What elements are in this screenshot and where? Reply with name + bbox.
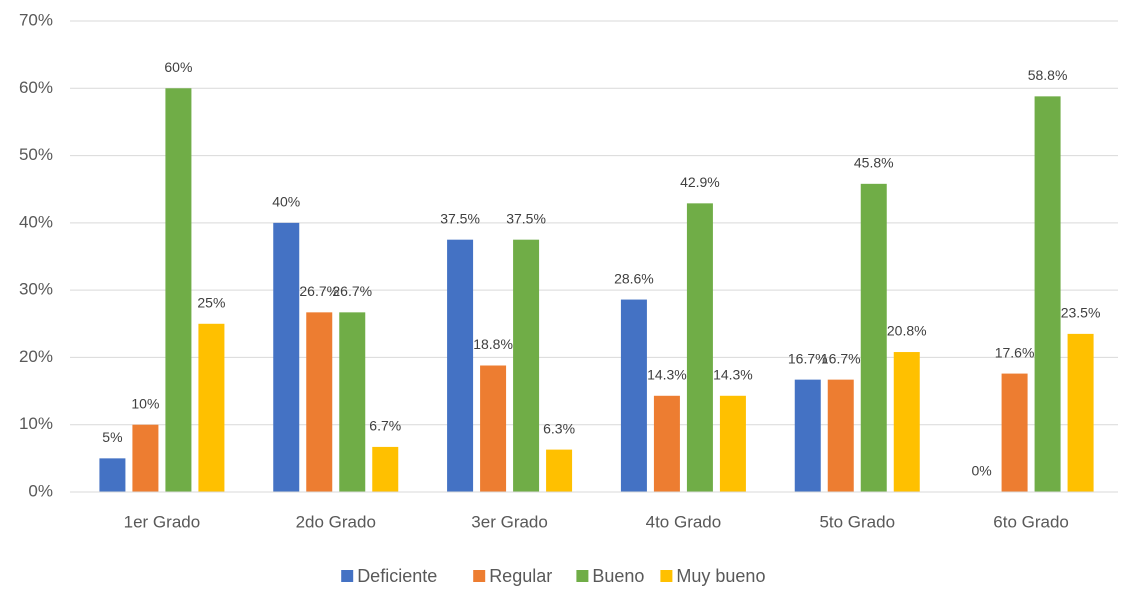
y-tick-label: 10% (19, 414, 53, 433)
bar (860, 183, 887, 492)
value-label: 17.6% (995, 344, 1035, 360)
value-label: 16.7% (788, 350, 828, 366)
value-label: 6.3% (543, 420, 575, 436)
bar (513, 239, 540, 492)
legend-label: Bueno (592, 566, 644, 586)
value-label: 40% (272, 194, 300, 210)
x-tick-label: 2do Grado (296, 512, 376, 531)
x-tick-label: 1er Grado (124, 512, 201, 531)
legend-swatch (473, 570, 486, 582)
value-label: 16.7% (821, 350, 861, 366)
y-tick-label: 40% (19, 212, 53, 231)
bar (447, 239, 474, 492)
bar (132, 424, 159, 492)
value-label: 6.7% (369, 418, 401, 434)
value-label: 60% (164, 59, 192, 75)
value-label: 28.6% (614, 270, 654, 286)
bar (1067, 333, 1094, 492)
legend-swatch (576, 570, 589, 582)
bar (273, 222, 300, 492)
value-label: 14.3% (713, 366, 753, 382)
bar (719, 395, 746, 492)
value-label: 45.8% (854, 155, 894, 171)
value-label: 5% (102, 429, 122, 445)
y-tick-label: 70% (19, 10, 53, 29)
bar (653, 395, 680, 492)
bar (827, 379, 854, 492)
bar (620, 299, 647, 492)
bar (1034, 96, 1061, 493)
value-label: 18.8% (473, 336, 513, 352)
legend-label: Regular (489, 566, 552, 586)
bar (480, 365, 507, 492)
bar (893, 352, 920, 492)
bar (546, 449, 573, 492)
x-tick-label: 4to Grado (646, 512, 722, 531)
value-label: 37.5% (440, 210, 480, 226)
legend-label: Muy bueno (676, 566, 765, 586)
x-tick-label: 3er Grado (471, 512, 548, 531)
bar (1001, 373, 1028, 492)
legend-swatch (341, 570, 354, 582)
legend-label: Deficiente (357, 566, 437, 586)
bar (372, 446, 399, 492)
bar (198, 323, 225, 492)
y-tick-label: 0% (28, 481, 53, 500)
x-tick-label: 5to Grado (819, 512, 895, 531)
value-label: 20.8% (887, 323, 927, 339)
x-tick-label: 6to Grado (993, 512, 1069, 531)
y-tick-label: 50% (19, 145, 53, 164)
y-tick-label: 20% (19, 347, 53, 366)
value-label: 10% (131, 395, 159, 411)
bar (306, 312, 333, 492)
y-tick-label: 60% (19, 78, 53, 97)
bar (165, 88, 192, 493)
value-label: 14.3% (647, 366, 687, 382)
y-tick-label: 30% (19, 280, 53, 299)
bar (794, 379, 821, 492)
value-label: 25% (197, 294, 225, 310)
value-label: 37.5% (506, 210, 546, 226)
value-label: 42.9% (680, 174, 720, 190)
legend-swatch (660, 570, 673, 582)
value-label: 26.7% (332, 283, 372, 299)
value-label: 0% (971, 463, 991, 479)
value-label: 58.8% (1028, 67, 1068, 83)
bar (99, 458, 126, 492)
value-label: 26.7% (299, 283, 339, 299)
bar (339, 312, 366, 492)
bar (686, 203, 713, 492)
value-label: 23.5% (1061, 305, 1101, 321)
